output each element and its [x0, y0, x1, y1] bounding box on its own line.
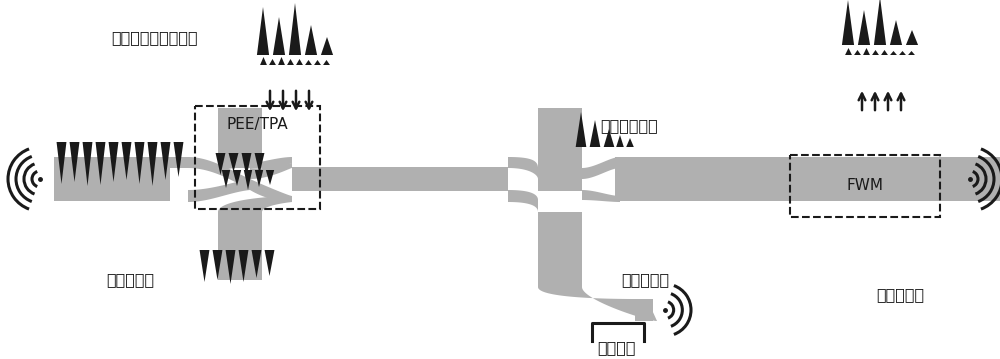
Polygon shape — [590, 120, 600, 147]
Polygon shape — [323, 60, 330, 65]
Polygon shape — [842, 0, 854, 45]
Polygon shape — [244, 170, 252, 190]
Polygon shape — [255, 153, 264, 174]
Polygon shape — [508, 190, 538, 212]
Bar — [620, 167, 1000, 191]
Polygon shape — [273, 17, 285, 55]
Bar — [620, 157, 650, 179]
Polygon shape — [858, 10, 870, 45]
Polygon shape — [296, 59, 303, 65]
Polygon shape — [161, 142, 170, 180]
Bar — [615, 157, 1000, 201]
Polygon shape — [255, 170, 263, 187]
Polygon shape — [881, 50, 888, 55]
Polygon shape — [278, 57, 285, 65]
Polygon shape — [908, 51, 915, 55]
Bar — [55, 157, 170, 201]
Bar — [218, 108, 262, 168]
Text: FWM: FWM — [846, 178, 884, 194]
Polygon shape — [538, 287, 657, 321]
Polygon shape — [305, 25, 317, 55]
Polygon shape — [148, 157, 188, 168]
Polygon shape — [874, 0, 886, 45]
Polygon shape — [845, 48, 852, 55]
Polygon shape — [265, 250, 274, 276]
Polygon shape — [200, 250, 209, 282]
Polygon shape — [83, 142, 92, 186]
Polygon shape — [582, 190, 620, 202]
Polygon shape — [188, 157, 250, 190]
Polygon shape — [252, 250, 261, 278]
Polygon shape — [122, 142, 131, 180]
Bar — [790, 155, 940, 217]
Polygon shape — [305, 60, 312, 65]
Polygon shape — [70, 142, 79, 182]
Text: 光学分束器: 光学分束器 — [106, 272, 154, 288]
Polygon shape — [109, 142, 118, 182]
Bar — [218, 212, 262, 280]
Bar — [292, 167, 508, 191]
Polygon shape — [229, 153, 238, 172]
Polygon shape — [616, 135, 624, 147]
Polygon shape — [269, 59, 276, 65]
Bar — [195, 106, 320, 209]
Bar — [538, 108, 582, 168]
Polygon shape — [626, 138, 634, 147]
Polygon shape — [287, 59, 294, 65]
Bar — [538, 167, 582, 191]
Polygon shape — [148, 142, 157, 186]
Polygon shape — [222, 170, 230, 188]
Polygon shape — [239, 250, 248, 282]
Polygon shape — [890, 20, 902, 45]
Bar — [538, 212, 582, 287]
Bar — [940, 157, 972, 201]
Polygon shape — [57, 142, 66, 184]
Bar — [55, 157, 85, 201]
Polygon shape — [174, 142, 183, 177]
Text: 自由空间光通信信号: 自由空间光通信信号 — [112, 30, 198, 45]
Polygon shape — [218, 196, 292, 212]
Polygon shape — [321, 37, 333, 55]
Polygon shape — [314, 60, 321, 65]
Polygon shape — [250, 163, 292, 179]
Text: 泵浦光场: 泵浦光场 — [598, 340, 636, 355]
Polygon shape — [508, 157, 538, 179]
Polygon shape — [233, 170, 241, 186]
Polygon shape — [257, 7, 269, 55]
Polygon shape — [266, 170, 274, 185]
Text: PEE/TPA: PEE/TPA — [226, 117, 288, 131]
Polygon shape — [135, 142, 144, 184]
Polygon shape — [890, 51, 897, 55]
Polygon shape — [188, 179, 250, 202]
Text: 光纤通信信号: 光纤通信信号 — [600, 118, 658, 133]
Polygon shape — [242, 153, 251, 177]
Polygon shape — [854, 50, 861, 55]
Polygon shape — [226, 250, 235, 284]
Polygon shape — [872, 50, 879, 55]
Polygon shape — [216, 153, 225, 175]
Text: 定向耦合器: 定向耦合器 — [621, 272, 669, 288]
Polygon shape — [899, 51, 906, 55]
Polygon shape — [213, 250, 222, 280]
Bar — [635, 299, 653, 321]
Polygon shape — [604, 129, 614, 147]
Polygon shape — [582, 157, 620, 179]
Polygon shape — [96, 142, 105, 185]
Text: 光栅耦合器: 光栅耦合器 — [876, 288, 924, 303]
Polygon shape — [260, 57, 267, 65]
Polygon shape — [218, 157, 292, 170]
Bar — [54, 157, 74, 201]
Polygon shape — [289, 3, 301, 55]
Polygon shape — [250, 179, 292, 202]
Polygon shape — [906, 30, 918, 45]
Polygon shape — [863, 48, 870, 55]
Polygon shape — [576, 112, 586, 147]
